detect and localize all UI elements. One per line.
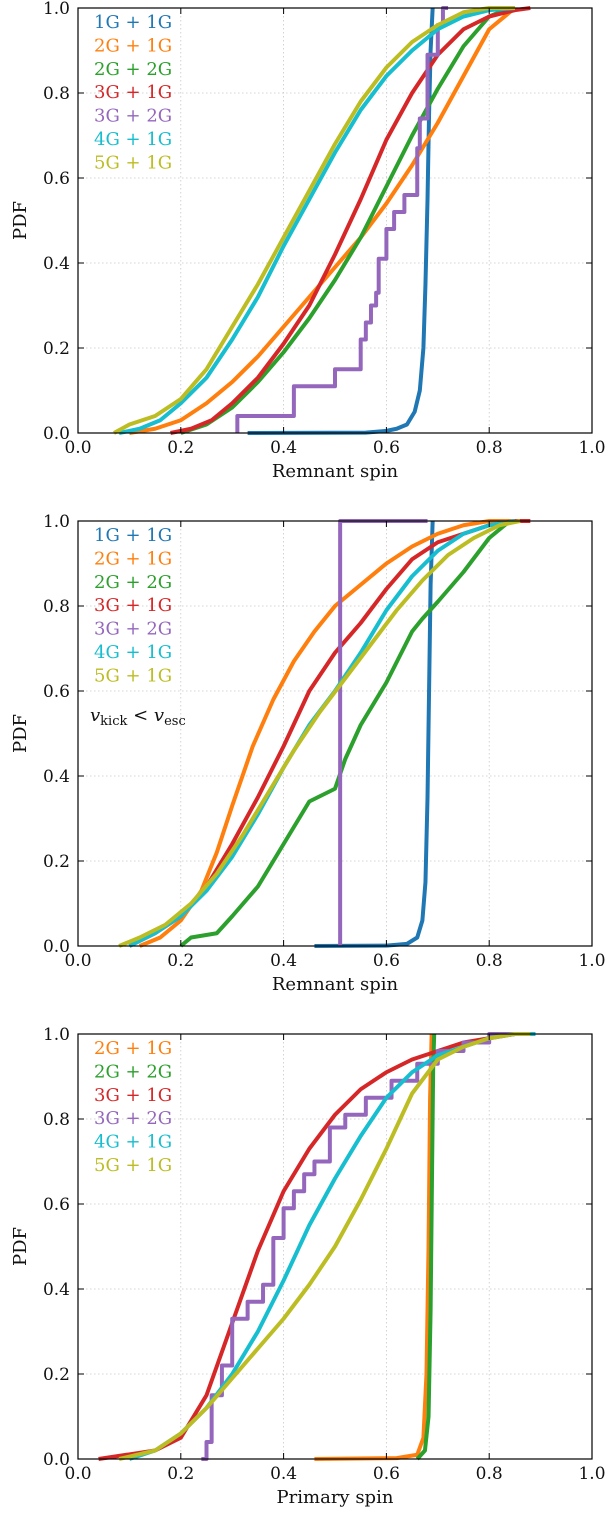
series-line-5	[338, 519, 428, 946]
y-tick-label: 0.0	[43, 1450, 70, 1470]
panel-2: 0.0 0.2 0.4 0.6 0.8 1.0 0.0 0.2 0.4 0.6 0.8 1.0 Remn…	[10, 512, 606, 995]
y-tick-label: 0.4	[43, 767, 70, 787]
y-tick-label: 0.2	[43, 852, 70, 872]
y-tick-label: 1.0	[43, 0, 70, 19]
series-line-5	[128, 1032, 536, 1461]
x-tick-label: 0.6	[373, 1464, 400, 1484]
annotation-text: vkick < vesc	[90, 705, 186, 729]
y-tick-label: 0.4	[43, 1280, 70, 1300]
y-tick-label: 0.6	[43, 1195, 70, 1215]
y-tick-label: 1.0	[43, 512, 70, 532]
axes-frame	[77, 1033, 593, 1460]
x-tick-label: 0.2	[167, 1464, 194, 1484]
x-tick-label: 0.4	[270, 438, 297, 458]
x-tick-label: 1.0	[578, 951, 605, 971]
series-line-4	[128, 519, 531, 948]
legend-entry: 3G + 1G	[94, 1085, 172, 1106]
x-tick-label: 0.4	[270, 951, 297, 971]
legend-entry: 2G + 2G	[94, 59, 172, 80]
axes-frame	[77, 7, 593, 434]
axes-frame	[77, 520, 593, 947]
series-line-7	[118, 519, 521, 948]
series-line-2	[138, 519, 515, 948]
legend-entry: 3G + 1G	[94, 595, 172, 616]
series-line-3	[179, 519, 512, 948]
series-line-4	[170, 6, 531, 435]
x-tick-label: 0.8	[476, 1464, 503, 1484]
legend-entry: 2G + 2G	[94, 1061, 172, 1082]
y-tick-label: 0.2	[43, 1365, 70, 1385]
legend-entry: 5G + 1G	[94, 1155, 172, 1176]
panel-1: 0.0 0.2 0.4 0.6 0.8 1.0 0.0 0.2 0.4 0.6 0.8 1.0 Remn…	[10, 0, 606, 482]
series-line-3	[98, 1032, 516, 1461]
legend-entry: 4G + 1G	[94, 642, 172, 663]
series-group	[98, 1032, 536, 1461]
series-line-7	[113, 6, 515, 435]
y-tick-label: 0.4	[43, 254, 70, 274]
legend-entry: 2G + 1G	[94, 35, 172, 56]
y-tick-label: 0.6	[43, 682, 70, 702]
series-group	[113, 6, 531, 435]
x-tick-label: 0.0	[64, 438, 91, 458]
y-tick-label: 0.0	[43, 424, 70, 444]
legend-entry: 4G + 1G	[94, 1132, 172, 1153]
y-axis-label: PDF	[10, 714, 31, 753]
x-tick-label: 0.4	[270, 1464, 297, 1484]
legend-entry: 4G + 1G	[94, 129, 172, 150]
legend-entry: 1G + 1G	[94, 12, 172, 33]
legend-entry: 5G + 1G	[94, 152, 172, 173]
x-tick-label: 0.0	[64, 1464, 91, 1484]
legend-entry: 1G + 1G	[94, 525, 172, 546]
x-axis-label: Remnant spin	[272, 974, 399, 995]
series-line-1	[314, 520, 435, 948]
x-tick-label: 0.8	[476, 951, 503, 971]
series-line-6	[118, 1032, 531, 1461]
x-tick-label: 1.0	[578, 1464, 605, 1484]
x-axis-label: Primary spin	[277, 1487, 394, 1508]
y-tick-label: 0.8	[43, 84, 70, 104]
series-line-5	[235, 6, 449, 433]
y-tick-label: 0.8	[43, 597, 70, 617]
x-tick-label: 0.8	[476, 438, 503, 458]
legend-entry: 3G + 2G	[94, 106, 172, 127]
y-tick-label: 0.8	[43, 1110, 70, 1130]
series-line-2	[129, 6, 517, 435]
legend-entry: 2G + 2G	[94, 572, 172, 593]
x-tick-label: 1.0	[578, 438, 605, 458]
x-axis-label: Remnant spin	[272, 461, 399, 482]
series-line-4	[201, 1032, 521, 1461]
x-tick-label: 0.2	[167, 438, 194, 458]
y-tick-label: 0.2	[43, 339, 70, 359]
panel-3: 0.0 0.2 0.4 0.6 0.8 1.0 0.0 0.2 0.4 0.6 0.8 1.0 Prim…	[10, 1025, 606, 1508]
legend-entry: 2G + 1G	[94, 1038, 172, 1059]
series-line-1	[314, 1033, 434, 1461]
x-tick-label: 0.0	[64, 951, 91, 971]
y-tick-label: 1.0	[43, 1025, 70, 1045]
x-tick-label: 0.2	[167, 951, 194, 971]
y-axis-label: PDF	[10, 1227, 31, 1266]
series-line-3	[180, 6, 511, 435]
y-tick-label: 0.0	[43, 937, 70, 957]
series-line-6	[128, 519, 516, 948]
y-tick-label: 0.6	[43, 169, 70, 189]
legend-entry: 5G + 1G	[94, 665, 172, 686]
legend-entry: 3G + 2G	[94, 1108, 172, 1129]
x-tick-label: 0.6	[373, 438, 400, 458]
legend-entry: 3G + 1G	[94, 82, 172, 103]
legend-entry: 3G + 2G	[94, 619, 172, 640]
series-line-6	[118, 6, 516, 435]
legend-entry: 2G + 1G	[94, 548, 172, 569]
x-tick-label: 0.6	[373, 951, 400, 971]
y-axis-label: PDF	[10, 201, 31, 240]
